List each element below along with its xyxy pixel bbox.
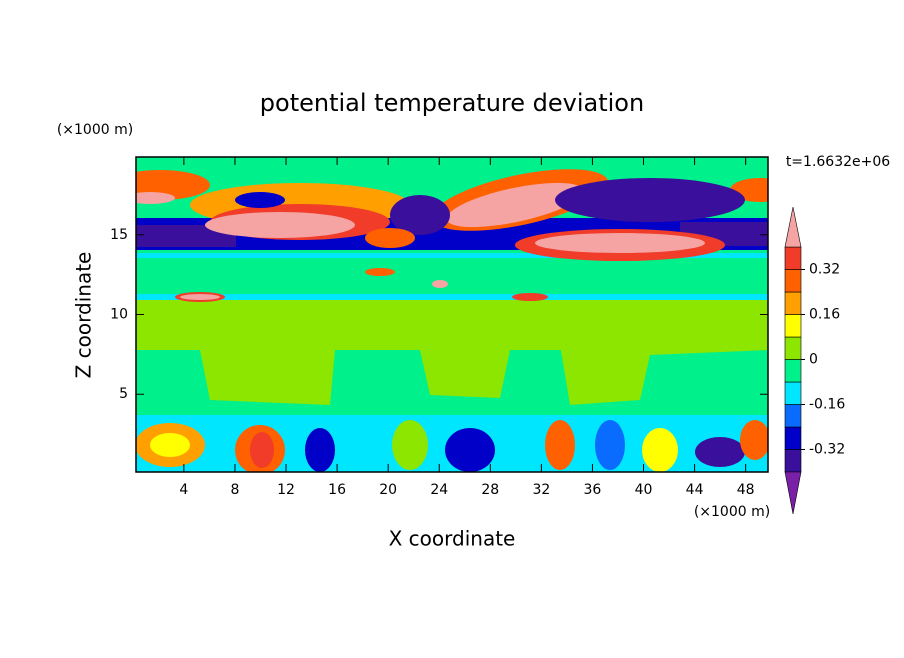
chart-title: potential temperature deviation: [260, 89, 644, 117]
y-tick-label: 10: [110, 307, 128, 323]
colorbar-box: [784, 314, 802, 338]
x-tick-label: 24: [430, 482, 448, 498]
y-axis-label: Z coordinate: [72, 252, 96, 379]
x-unit: (×1000 m): [694, 504, 770, 520]
x-axis-label: X coordinate: [389, 527, 516, 551]
colorbar-tick-label: -0.32: [809, 442, 845, 458]
x-tick-label: 16: [328, 482, 346, 498]
colorbar-box: [784, 381, 802, 405]
colorbar-box: [784, 359, 802, 383]
contour-field: [136, 157, 768, 472]
x-tick-label: 48: [737, 482, 755, 498]
colorbar-box: [784, 449, 802, 473]
y-tick-label: 15: [110, 227, 128, 243]
colorbar-box: [784, 246, 802, 270]
colorbar-tick-label: 0.32: [809, 262, 840, 278]
x-tick-label: 32: [532, 482, 550, 498]
x-tick-label: 8: [230, 482, 239, 498]
y-unit: (×1000 m): [57, 122, 133, 138]
x-tick-label: 44: [686, 482, 704, 498]
x-tick-label: 36: [584, 482, 602, 498]
colorbar-box: [784, 291, 802, 315]
colorbar-box: [784, 426, 802, 450]
annotation: t=1.6632e+06: [786, 154, 890, 170]
colorbar-over: [784, 206, 802, 248]
colorbar-under: [784, 471, 802, 515]
colorbar-tick-label: 0: [809, 352, 818, 368]
x-tick-label: 12: [277, 482, 295, 498]
colorbar-box: [784, 404, 802, 428]
y-tick-label: 5: [119, 386, 128, 402]
x-tick-label: 28: [481, 482, 499, 498]
colorbar-tick-label: -0.16: [809, 397, 845, 413]
colorbar-box: [784, 336, 802, 360]
x-tick-label: 40: [635, 482, 653, 498]
x-tick-label: 20: [379, 482, 397, 498]
colorbar-box: [784, 269, 802, 293]
colorbar-tick-label: 0.16: [809, 307, 840, 323]
x-tick-label: 4: [179, 482, 188, 498]
